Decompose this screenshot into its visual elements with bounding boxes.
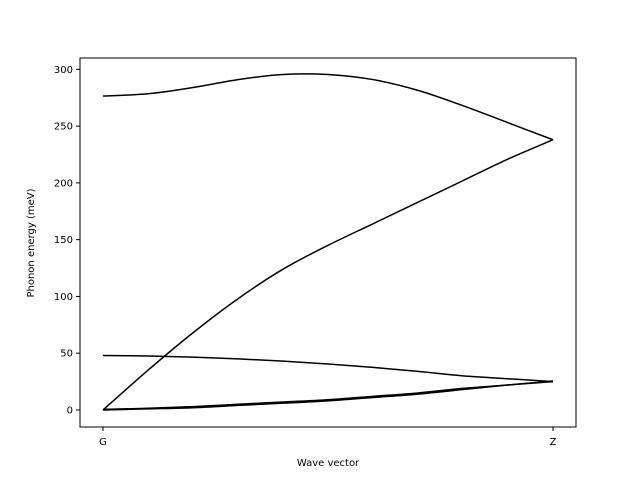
y-tick-label: 250 xyxy=(54,122,73,133)
y-axis-label: Phonon energy (meV) xyxy=(26,188,37,297)
phonon-branch-line-4 xyxy=(102,139,554,411)
y-tick-label: 200 xyxy=(54,178,73,189)
series-layer xyxy=(102,73,554,411)
y-tick-label: 150 xyxy=(54,235,73,246)
y-tick-label: 300 xyxy=(54,65,73,76)
y-tick-label: 100 xyxy=(54,292,73,303)
y-tick-label: 0 xyxy=(67,405,73,416)
x-tick-label: G xyxy=(99,437,107,448)
phonon-branch-line-1 xyxy=(102,380,554,411)
x-tick-label: Z xyxy=(550,437,557,448)
y-tick-label: 50 xyxy=(60,349,73,360)
plot-frame xyxy=(79,57,577,428)
phonon-branch-line-3 xyxy=(102,354,554,383)
y-axis-ticks: 0 50 100 150 200 250 300 xyxy=(54,65,80,416)
x-axis-label: Wave vector xyxy=(297,458,360,469)
phonon-branch-line-2 xyxy=(102,380,554,411)
phonon-branch-line-5 xyxy=(102,73,554,141)
